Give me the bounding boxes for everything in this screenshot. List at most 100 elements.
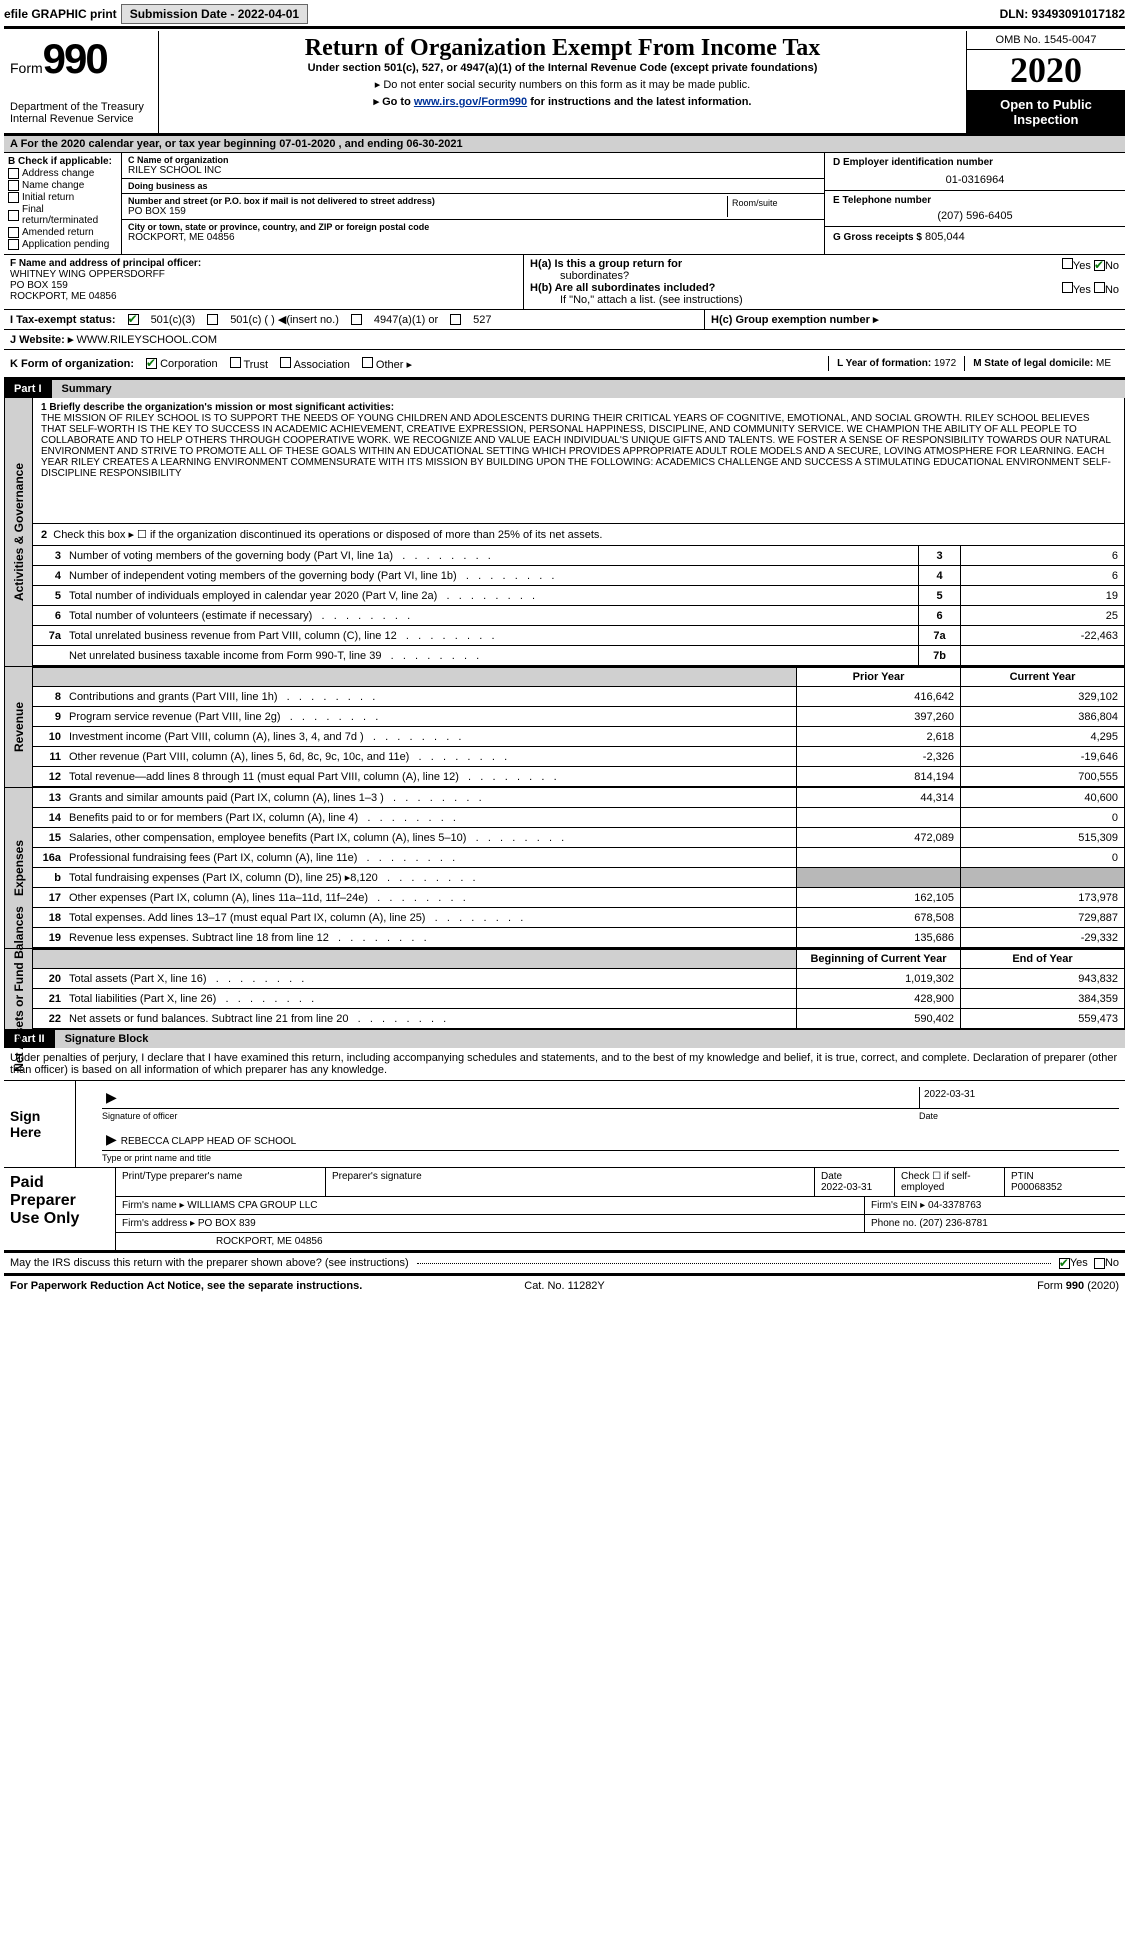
addr-label: Number and street (or P.O. box if mail i… xyxy=(128,196,727,206)
section-d: D Employer identification number 01-0316… xyxy=(825,153,1125,254)
gross-label: G Gross receipts $ xyxy=(833,232,922,243)
ptin-value: P00068352 xyxy=(1011,1182,1062,1193)
dba-label: Doing business as xyxy=(128,181,818,191)
officer-addr2: ROCKPORT, ME 04856 xyxy=(10,291,517,302)
website-value: WWW.RILEYSCHOOL.COM xyxy=(76,334,217,346)
ha-yes[interactable] xyxy=(1062,258,1073,269)
table-row: 7aTotal unrelated business revenue from … xyxy=(33,626,1124,646)
section-b-header: B Check if applicable: xyxy=(8,156,117,167)
signature-intro: Under penalties of perjury, I declare th… xyxy=(4,1048,1125,1081)
dln-label: DLN: 93493091017182 xyxy=(1000,7,1125,21)
checkbox-initial-return[interactable] xyxy=(8,192,19,203)
ein-value: 01-0316964 xyxy=(833,174,1117,186)
sig-officer-label: Signature of officer xyxy=(102,1111,919,1121)
cb-association[interactable] xyxy=(280,357,291,368)
city-value: ROCKPORT, ME 04856 xyxy=(128,232,818,243)
table-row: 8Contributions and grants (Part VIII, li… xyxy=(33,687,1124,707)
discuss-yes[interactable] xyxy=(1059,1258,1070,1269)
hdr-end-year: End of Year xyxy=(960,950,1124,968)
checkbox-application-pending[interactable] xyxy=(8,239,19,250)
table-row: 9Program service revenue (Part VIII, lin… xyxy=(33,707,1124,727)
preparer-name-label: Print/Type preparer's name xyxy=(116,1168,326,1196)
officer-name: WHITNEY WING OPPERSDORFF xyxy=(10,269,517,280)
line2-text: Check this box ▸ ☐ if the organization d… xyxy=(53,529,602,541)
discuss-label: May the IRS discuss this return with the… xyxy=(10,1257,409,1269)
table-row: 3Number of voting members of the governi… xyxy=(33,546,1124,566)
section-c: C Name of organization RILEY SCHOOL INC … xyxy=(122,153,825,254)
date-label: Date xyxy=(919,1111,1119,1121)
table-row: 22Net assets or fund balances. Subtract … xyxy=(33,1009,1124,1029)
open-inspection: Open to Public Inspection xyxy=(967,91,1125,133)
self-employed-check: Check ☐ if self-employed xyxy=(895,1168,1005,1196)
form-title: Return of Organization Exempt From Incom… xyxy=(165,35,960,62)
table-row: 18Total expenses. Add lines 13–17 (must … xyxy=(33,908,1124,928)
tax-year: 2020 xyxy=(967,50,1125,91)
firm-name: WILLIAMS CPA GROUP LLC xyxy=(187,1200,317,1211)
preparer-sig-label: Preparer's signature xyxy=(326,1168,815,1196)
checkbox-address-change[interactable] xyxy=(8,168,19,179)
firm-ein: 04-3378763 xyxy=(928,1200,981,1211)
officer-name-title: REBECCA CLAPP HEAD OF SCHOOL xyxy=(121,1136,296,1147)
gross-value: 805,044 xyxy=(925,231,965,243)
hb-no[interactable] xyxy=(1094,282,1105,293)
cb-501c3[interactable] xyxy=(128,314,139,325)
table-row: 5Total number of individuals employed in… xyxy=(33,586,1124,606)
year-formation: 1972 xyxy=(934,358,956,369)
officer-label: F Name and address of principal officer: xyxy=(10,258,517,269)
cb-other[interactable] xyxy=(362,357,373,368)
firm-phone: (207) 236-8781 xyxy=(919,1218,987,1229)
ein-label: D Employer identification number xyxy=(833,157,1117,168)
hdr-prior-year: Prior Year xyxy=(796,668,960,686)
name-title-label: Type or print name and title xyxy=(102,1153,1119,1163)
submission-date-button[interactable]: Submission Date - 2022-04-01 xyxy=(121,4,308,24)
table-row: 20Total assets (Part X, line 16)1,019,30… xyxy=(33,969,1124,989)
topbar: efile GRAPHIC print Submission Date - 20… xyxy=(4,4,1125,24)
cb-527[interactable] xyxy=(450,314,461,325)
tab-revenue: Revenue xyxy=(5,667,33,787)
table-row: 15Salaries, other compensation, employee… xyxy=(33,828,1124,848)
ha-no[interactable] xyxy=(1094,260,1105,271)
dept-label: Department of the Treasury Internal Reve… xyxy=(10,101,152,125)
form-subtitle: Under section 501(c), 527, or 4947(a)(1)… xyxy=(165,62,960,74)
mission-label: 1 Briefly describe the organization's mi… xyxy=(41,402,394,413)
table-row: 14Benefits paid to or for members (Part … xyxy=(33,808,1124,828)
tab-activities-governance: Activities & Governance xyxy=(5,398,33,666)
section-h: H(a) Is this a group return for Yes No s… xyxy=(524,255,1125,309)
table-row: 4Number of independent voting members of… xyxy=(33,566,1124,586)
table-row: 12Total revenue—add lines 8 through 11 (… xyxy=(33,767,1124,787)
table-row: 11Other revenue (Part VIII, column (A), … xyxy=(33,747,1124,767)
hdr-current-year: Current Year xyxy=(960,668,1124,686)
hc-label: H(c) Group exemption number ▸ xyxy=(711,314,878,326)
org-name-label: C Name of organization xyxy=(128,155,818,165)
tel-value: (207) 596-6405 xyxy=(833,210,1117,222)
table-row: bTotal fundraising expenses (Part IX, co… xyxy=(33,868,1124,888)
discuss-no[interactable] xyxy=(1094,1258,1105,1269)
table-row: 13Grants and similar amounts paid (Part … xyxy=(33,788,1124,808)
section-f: F Name and address of principal officer:… xyxy=(4,255,524,309)
firm-addr1: PO BOX 839 xyxy=(198,1218,256,1229)
hb-yes[interactable] xyxy=(1062,282,1073,293)
table-row: 10Investment income (Part VIII, column (… xyxy=(33,727,1124,747)
checkbox-amended[interactable] xyxy=(8,227,19,238)
table-row: 21Total liabilities (Part X, line 26)428… xyxy=(33,989,1124,1009)
note2-pre: ▸ Go to xyxy=(374,96,414,108)
irs-link[interactable]: www.irs.gov/Form990 xyxy=(414,96,527,108)
cb-corporation[interactable] xyxy=(146,358,157,369)
form-header: Form990 Department of the Treasury Inter… xyxy=(4,31,1125,136)
cb-4947[interactable] xyxy=(351,314,362,325)
part1-header: Part I Summary xyxy=(4,380,1125,398)
table-row: 6Total number of volunteers (estimate if… xyxy=(33,606,1124,626)
org-name: RILEY SCHOOL INC xyxy=(128,165,818,176)
checkbox-name-change[interactable] xyxy=(8,180,19,191)
paid-preparer-label: Paid Preparer Use Only xyxy=(4,1168,116,1250)
mission-text: THE MISSION OF RILEY SCHOOL IS TO SUPPOR… xyxy=(41,413,1111,479)
part2-header: Part II Signature Block xyxy=(4,1030,1125,1048)
checkbox-final-return[interactable] xyxy=(8,210,19,221)
efile-label: efile GRAPHIC print xyxy=(4,7,117,21)
addr-value: PO BOX 159 xyxy=(128,206,727,217)
cb-501c[interactable] xyxy=(207,314,218,325)
cb-trust[interactable] xyxy=(230,357,241,368)
section-b: B Check if applicable: Address change Na… xyxy=(4,153,122,254)
room-suite-label: Room/suite xyxy=(728,196,818,217)
preparer-date: 2022-03-31 xyxy=(821,1182,872,1193)
